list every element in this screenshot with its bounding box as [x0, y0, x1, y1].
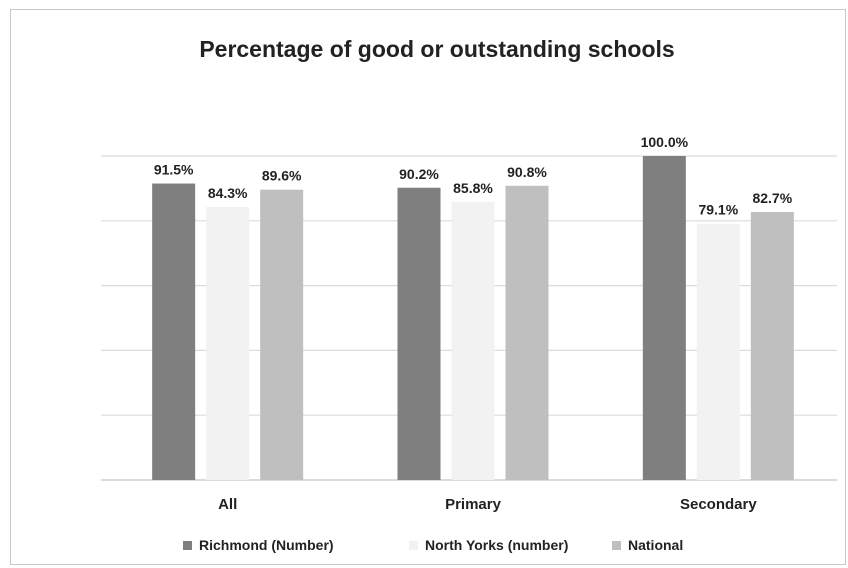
bar-secondary-0 [642, 156, 686, 480]
data-label: 85.8% [453, 180, 493, 196]
chart-title: Percentage of good or outstanding school… [199, 36, 674, 62]
data-label: 91.5% [154, 162, 194, 178]
legend-label: North Yorks (number) [425, 537, 568, 553]
data-labels: 91.5% 84.3% 89.6% 90.2% 85.8% 90.8% 100.0% 79.1… [154, 134, 793, 218]
legend-label: Richmond (Number) [199, 537, 334, 553]
legend-swatch [612, 541, 621, 550]
bar-all-0 [152, 183, 196, 481]
legend-swatch [409, 541, 418, 550]
legend: Richmond (Number) North Yorks (number) Nat… [183, 537, 683, 553]
data-label: 79.1% [698, 202, 738, 218]
bar-chart: Percentage of good or outstanding school… [101, 36, 837, 553]
bars [152, 156, 794, 481]
bar-primary-1 [451, 202, 495, 480]
category-label-secondary: Secondary [680, 496, 757, 513]
data-label: 100.0% [641, 134, 689, 150]
data-label: 89.6% [262, 168, 302, 184]
category-label-primary: Primary [445, 496, 502, 513]
bar-all-1 [206, 206, 250, 481]
bar-primary-0 [397, 187, 441, 480]
legend-swatch [183, 541, 192, 550]
bar-secondary-2 [750, 212, 794, 480]
category-labels: All Primary Secondary [218, 496, 757, 513]
bar-all-2 [260, 189, 304, 481]
data-label: 84.3% [208, 185, 248, 201]
data-label: 82.7% [752, 190, 792, 206]
chart-frame: Percentage of good or outstanding school… [10, 9, 846, 565]
bar-secondary-1 [696, 223, 740, 480]
data-label: 90.2% [399, 166, 439, 182]
bar-primary-2 [505, 185, 549, 481]
data-label: 90.8% [507, 164, 547, 180]
legend-label: National [628, 537, 683, 553]
category-label-all: All [218, 496, 237, 513]
